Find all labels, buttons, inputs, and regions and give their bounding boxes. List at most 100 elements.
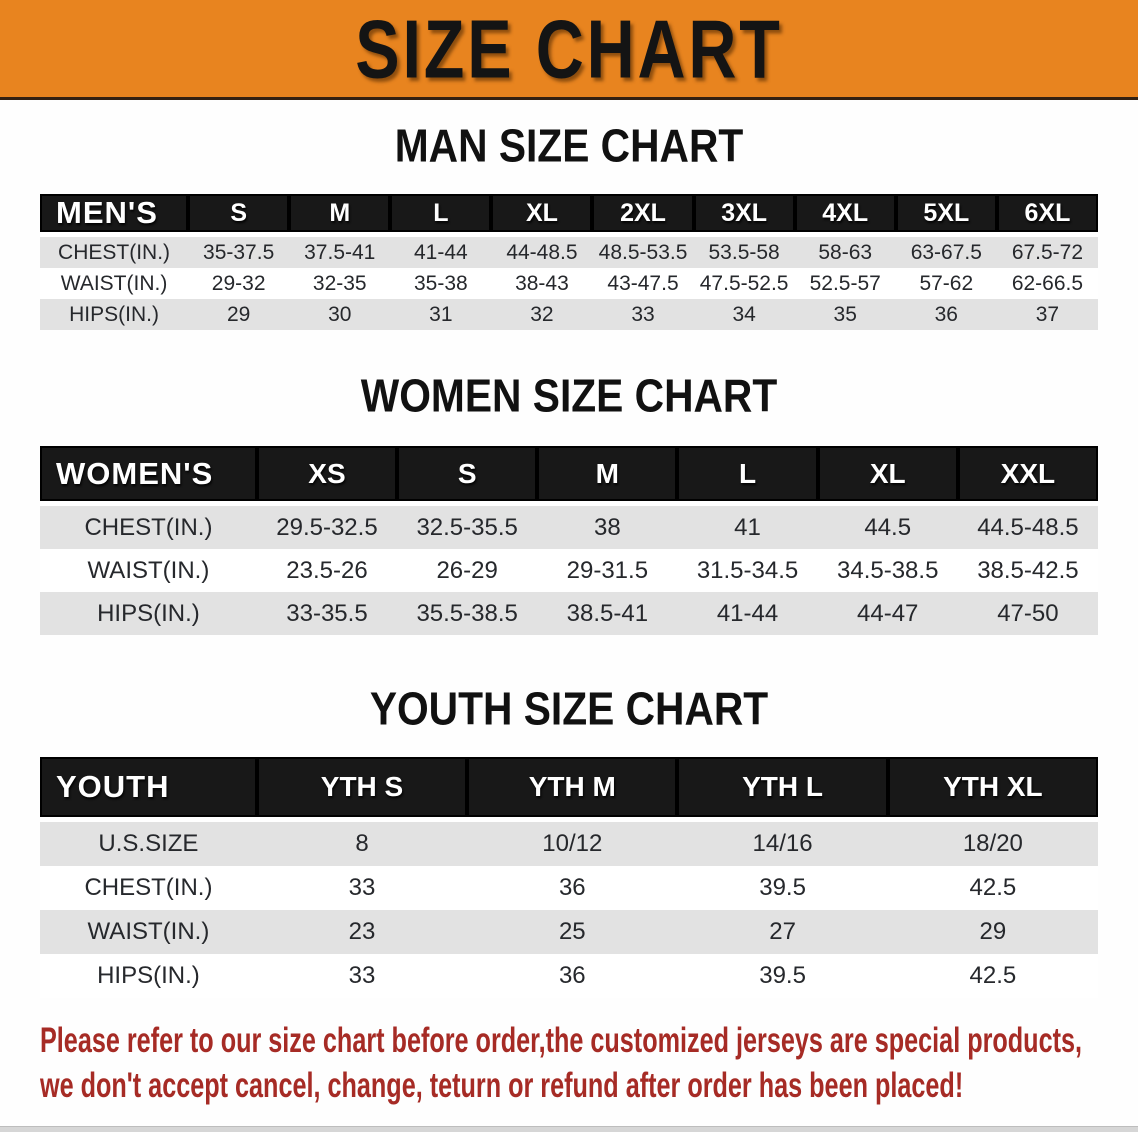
row-label: HIPS(IN.) bbox=[40, 592, 257, 635]
row-label: CHEST(IN.) bbox=[40, 237, 189, 268]
size-cell: 39.5 bbox=[677, 866, 888, 910]
size-cell: 30 bbox=[289, 299, 391, 330]
table-header-row: MEN'S S M L XL 2XL 3XL 4XL 5XL 6XL bbox=[40, 194, 1098, 237]
size-cell: 31 bbox=[390, 299, 492, 330]
size-cell: 36 bbox=[467, 866, 678, 910]
size-cell: 33 bbox=[256, 954, 468, 998]
size-cell: 38-43 bbox=[491, 268, 593, 299]
size-cell: 38.5-41 bbox=[537, 592, 678, 635]
size-cell: 35 bbox=[794, 299, 896, 330]
size-column-header: XL bbox=[817, 446, 958, 506]
order-notice-line-1: Please refer to our size chart before or… bbox=[40, 1021, 1083, 1060]
size-cell: 57-62 bbox=[895, 268, 997, 299]
size-cell: 42.5 bbox=[887, 866, 1098, 910]
size-cell: 53.5-58 bbox=[693, 237, 795, 268]
size-cell: 41 bbox=[677, 506, 818, 549]
size-cell: 35-37.5 bbox=[188, 237, 290, 268]
size-column-header: YTH XL bbox=[887, 757, 1098, 822]
size-cell: 27 bbox=[677, 910, 888, 954]
size-cell: 41-44 bbox=[677, 592, 818, 635]
size-column-header: M bbox=[289, 194, 391, 237]
size-column-header: XL bbox=[491, 194, 593, 237]
size-cell: 38 bbox=[537, 506, 678, 549]
womens-size-table: WOMEN'S XS S M L XL XXL CHEST(IN.) 29.5-32.5 32.5… bbox=[40, 446, 1098, 635]
size-cell: 29.5-32.5 bbox=[256, 506, 398, 549]
size-cell: 35-38 bbox=[390, 268, 492, 299]
men-section-title: MAN SIZE CHART bbox=[394, 119, 744, 172]
size-cell: 44.5-48.5 bbox=[957, 506, 1098, 549]
size-cell: 67.5-72 bbox=[996, 237, 1098, 268]
size-cell: 52.5-57 bbox=[794, 268, 896, 299]
row-label: CHEST(IN.) bbox=[40, 506, 257, 549]
size-cell: 35.5-38.5 bbox=[397, 592, 538, 635]
size-cell: 33 bbox=[592, 299, 694, 330]
table-row: CHEST(IN.) 35-37.5 37.5-41 41-44 44-48.5 48.5… bbox=[40, 237, 1098, 268]
mens-size-table: MEN'S S M L XL 2XL 3XL 4XL 5XL 6XL CHEST(IN.) 35-37… bbox=[40, 194, 1098, 330]
table-row: HIPS(IN.) 33-35.5 35.5-38.5 38.5-41 41-44 44-… bbox=[40, 592, 1098, 635]
size-cell: 47.5-52.5 bbox=[693, 268, 795, 299]
size-cell: 44-48.5 bbox=[491, 237, 593, 268]
size-cell: 26-29 bbox=[397, 549, 538, 592]
table-header-row: YOUTH YTH S YTH M YTH L YTH XL bbox=[40, 757, 1098, 822]
table-group-label: MEN'S bbox=[40, 194, 189, 237]
size-cell: 10/12 bbox=[467, 822, 678, 866]
row-label: HIPS(IN.) bbox=[40, 954, 257, 998]
size-cell: 32 bbox=[491, 299, 593, 330]
size-column-header: YTH S bbox=[256, 757, 468, 822]
table-header-row: WOMEN'S XS S M L XL XXL bbox=[40, 446, 1098, 506]
size-cell: 43-47.5 bbox=[592, 268, 694, 299]
page-title: SIZE CHART bbox=[355, 2, 783, 95]
size-cell: 36 bbox=[467, 954, 678, 998]
table-row: CHEST(IN.) 33 36 39.5 42.5 bbox=[40, 866, 1098, 910]
table-row: U.S.SIZE 8 10/12 14/16 18/20 bbox=[40, 822, 1098, 866]
size-column-header: L bbox=[677, 446, 818, 506]
bottom-edge-strip bbox=[0, 1126, 1138, 1132]
size-column-header: YTH L bbox=[677, 757, 888, 822]
row-label: HIPS(IN.) bbox=[40, 299, 189, 330]
size-column-header: 3XL bbox=[693, 194, 795, 237]
size-cell: 31.5-34.5 bbox=[677, 549, 818, 592]
size-cell: 47-50 bbox=[957, 592, 1098, 635]
youth-section-title: YOUTH SIZE CHART bbox=[369, 682, 769, 735]
size-cell: 29-31.5 bbox=[537, 549, 678, 592]
size-column-header: M bbox=[537, 446, 678, 506]
size-cell: 38.5-42.5 bbox=[957, 549, 1098, 592]
table-row: WAIST(IN.) 23 25 27 29 bbox=[40, 910, 1098, 954]
size-column-header: 4XL bbox=[794, 194, 896, 237]
size-cell: 33 bbox=[256, 866, 468, 910]
order-notice: Please refer to our size chart before or… bbox=[40, 1018, 1138, 1108]
women-size-section: WOMEN SIZE CHART WOMEN'S XS S M L XL XXL CHEST(… bbox=[0, 370, 1138, 635]
size-column-header: 6XL bbox=[996, 194, 1098, 237]
size-cell: 48.5-53.5 bbox=[592, 237, 694, 268]
size-column-header: XXL bbox=[957, 446, 1098, 506]
size-column-header: S bbox=[397, 446, 538, 506]
table-row: HIPS(IN.) 33 36 39.5 42.5 bbox=[40, 954, 1098, 998]
table-group-label: WOMEN'S bbox=[40, 446, 257, 506]
size-cell: 39.5 bbox=[677, 954, 888, 998]
size-cell: 41-44 bbox=[390, 237, 492, 268]
size-cell: 63-67.5 bbox=[895, 237, 997, 268]
size-cell: 44.5 bbox=[817, 506, 958, 549]
table-group-label: YOUTH bbox=[40, 757, 257, 822]
size-cell: 44-47 bbox=[817, 592, 958, 635]
size-cell: 37.5-41 bbox=[289, 237, 391, 268]
table-row: WAIST(IN.) 23.5-26 26-29 29-31.5 31.5-34.5 34… bbox=[40, 549, 1098, 592]
youth-size-section: YOUTH SIZE CHART YOUTH YTH S YTH M YTH L YTH… bbox=[0, 682, 1138, 998]
size-cell: 25 bbox=[467, 910, 678, 954]
table-row: HIPS(IN.) 29 30 31 32 33 34 35 36 37 bbox=[40, 299, 1098, 330]
table-row: WAIST(IN.) 29-32 32-35 35-38 38-43 43-47.5 47.… bbox=[40, 268, 1098, 299]
size-cell: 29 bbox=[188, 299, 290, 330]
size-column-header: YTH M bbox=[467, 757, 678, 822]
row-label: CHEST(IN.) bbox=[40, 866, 257, 910]
size-cell: 18/20 bbox=[887, 822, 1098, 866]
size-cell: 33-35.5 bbox=[256, 592, 398, 635]
size-cell: 14/16 bbox=[677, 822, 888, 866]
youth-size-table: YOUTH YTH S YTH M YTH L YTH XL U.S.SIZE 8 10/12… bbox=[40, 757, 1098, 998]
size-cell: 58-63 bbox=[794, 237, 896, 268]
size-cell: 34.5-38.5 bbox=[817, 549, 958, 592]
banner: SIZE CHART bbox=[0, 0, 1138, 100]
table-row: CHEST(IN.) 29.5-32.5 32.5-35.5 38 41 44.5 44.5… bbox=[40, 506, 1098, 549]
size-cell: 32.5-35.5 bbox=[397, 506, 538, 549]
size-column-header: L bbox=[390, 194, 492, 237]
